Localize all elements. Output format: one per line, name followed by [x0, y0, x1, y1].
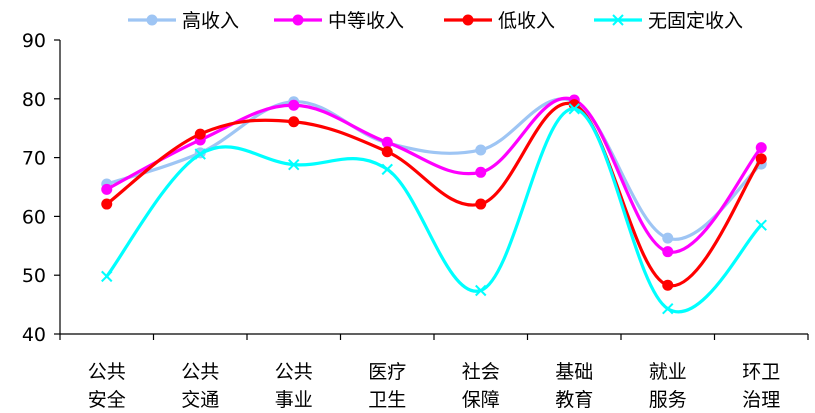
- data-point: [475, 284, 487, 297]
- data-point: [662, 303, 674, 315]
- data-point: [101, 198, 113, 210]
- data-point: [101, 183, 113, 195]
- y-tick-label: 70: [22, 148, 46, 170]
- y-tick-label: 50: [22, 265, 46, 287]
- x-category-label: 事业: [275, 389, 313, 411]
- data-point: [662, 232, 674, 244]
- legend-item-2: 低收入: [444, 10, 555, 32]
- series-line: [105, 101, 763, 288]
- legend-item-3: 无固定收入: [594, 10, 743, 32]
- x-category-label: 保障: [462, 389, 500, 411]
- data-point: [288, 116, 300, 128]
- data-point: [381, 136, 393, 148]
- x-category-label: 服务: [649, 389, 687, 411]
- series-2: [101, 99, 767, 291]
- y-tick-label: 40: [22, 324, 46, 346]
- x-category-label: 社会: [462, 361, 500, 383]
- data-point: [475, 166, 487, 178]
- data-point: [101, 270, 113, 283]
- data-point: [288, 99, 300, 111]
- legend-item-1: 中等收入: [274, 10, 404, 32]
- legend-marker: [462, 14, 474, 26]
- legend: 高收入 中等收入 低收入 无固定收入: [128, 10, 743, 32]
- series-line: [105, 97, 763, 241]
- data-point: [381, 163, 393, 176]
- y-tick-label: 90: [22, 30, 46, 52]
- legend-marker: [292, 14, 304, 26]
- x-category-label: 公共: [181, 361, 219, 383]
- legend-label: 高收入: [182, 10, 239, 32]
- legend-label: 低收入: [498, 10, 555, 32]
- data-point: [662, 246, 674, 258]
- data-point: [755, 219, 767, 231]
- series-layer: [101, 94, 767, 315]
- data-point: [288, 158, 300, 171]
- legend-label: 中等收入: [328, 10, 404, 32]
- legend-item-0: 高收入: [128, 10, 239, 32]
- x-category-label: 基础: [555, 361, 593, 383]
- x-category-label: 医疗: [368, 361, 406, 383]
- x-category-label: 卫生: [368, 389, 406, 411]
- x-category-label: 公共: [88, 361, 126, 383]
- data-point: [755, 142, 767, 154]
- x-category-label: 安全: [88, 389, 126, 411]
- legend-marker: [612, 14, 624, 26]
- x-category-label: 交通: [181, 389, 219, 411]
- data-point: [475, 144, 487, 156]
- data-point: [194, 148, 206, 160]
- y-tick-label: 80: [22, 89, 46, 111]
- y-tick-label: 60: [22, 206, 46, 228]
- legend-marker: [146, 14, 158, 26]
- x-category-label: 教育: [555, 389, 593, 411]
- data-point: [568, 103, 580, 115]
- series-0: [101, 96, 767, 244]
- series-3: [101, 103, 767, 315]
- series-line: [105, 107, 763, 314]
- data-point: [381, 146, 393, 158]
- data-point: [662, 279, 674, 291]
- x-category-label: 公共: [275, 361, 313, 383]
- data-point: [755, 153, 767, 165]
- x-category-label: 就业: [649, 361, 687, 383]
- x-category-label: 环卫: [742, 361, 780, 383]
- series-line: [105, 96, 763, 254]
- legend-label: 无固定收入: [648, 10, 743, 32]
- x-category-label: 治理: [742, 389, 780, 411]
- data-point: [475, 198, 487, 210]
- data-point: [194, 128, 206, 140]
